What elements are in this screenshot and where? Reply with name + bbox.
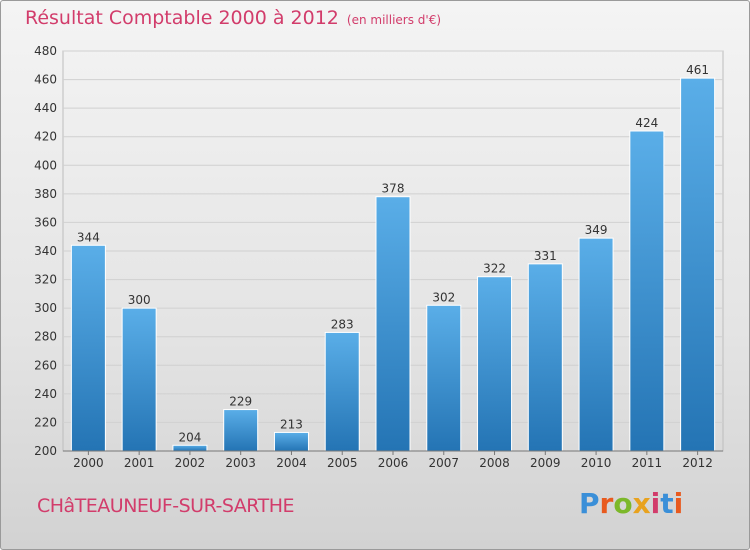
x-tick-label: 2002: [175, 456, 206, 470]
x-tick-label: 2001: [124, 456, 155, 470]
y-axis: 200 220 240 260 280 300 320 340 360 380 400 420 440 4…: [34, 44, 57, 458]
bar: [680, 77, 716, 452]
y-tick-label: 200: [34, 444, 57, 458]
bar: [375, 196, 411, 452]
y-tick-label: 280: [34, 330, 57, 344]
chart-title: Résultat Comptable 2000 à 2012 (en millie…: [25, 7, 441, 29]
bar-value-label: 461: [686, 63, 709, 77]
bar: [70, 244, 106, 452]
x-tick-label: 2009: [530, 456, 561, 470]
title-text: Résultat Comptable 2000 à 2012: [25, 7, 339, 29]
y-tick-label: 420: [34, 130, 57, 144]
y-tick-label: 360: [34, 215, 57, 229]
y-tick-label: 320: [34, 273, 57, 287]
bar: [121, 307, 157, 452]
logo-letter: x: [632, 487, 651, 520]
y-tick-label: 220: [34, 415, 57, 429]
logo-letter: i: [650, 487, 661, 520]
y-tick-label: 340: [34, 244, 57, 258]
bar-value-label: 302: [432, 290, 455, 304]
bar: [426, 304, 462, 452]
y-tick-label: 440: [34, 101, 57, 115]
bar: [324, 331, 360, 452]
bar-value-label: 349: [585, 223, 608, 237]
bar: [273, 431, 309, 452]
bar-value-label: 424: [635, 116, 658, 130]
bar: [629, 130, 665, 452]
logo-letter: r: [599, 487, 614, 520]
logo-letter: P: [579, 487, 600, 520]
bars: 344 300 204 229 213 283 378 302 322 331 349 424 461: [70, 63, 716, 452]
bar-value-label: 378: [382, 182, 405, 196]
x-tick-label: 2004: [276, 456, 307, 470]
y-tick-label: 300: [34, 301, 57, 315]
bar: [172, 444, 208, 452]
logo-letter: i: [673, 487, 684, 520]
bar-value-label: 283: [331, 317, 354, 331]
bar-value-label: 322: [483, 262, 506, 276]
bar-value-label: 229: [229, 395, 252, 409]
bar: [477, 276, 513, 452]
logo-letter: o: [613, 487, 633, 520]
y-tick-label: 460: [34, 73, 57, 87]
y-tick-label: 240: [34, 387, 57, 401]
bar-value-label: 204: [178, 430, 201, 444]
x-tick-label: 2006: [378, 456, 409, 470]
x-tick-label: 2005: [327, 456, 358, 470]
bar-value-label: 331: [534, 249, 557, 263]
y-tick-label: 380: [34, 187, 57, 201]
x-tick-label: 2012: [682, 456, 713, 470]
chart-subtitle: (en milliers d'€): [346, 13, 442, 27]
y-tick-label: 260: [34, 358, 57, 372]
y-tick-label: 480: [34, 44, 57, 58]
x-tick-label: 2008: [479, 456, 510, 470]
logo-letter: t: [660, 487, 674, 520]
x-tick-label: 2000: [73, 456, 104, 470]
commune-name: CHâTEAUNEUF-SUR-SARTHE: [37, 495, 295, 517]
x-tick-label: 2007: [428, 456, 459, 470]
y-tick-label: 400: [34, 158, 57, 172]
bar-value-label: 213: [280, 417, 303, 431]
proxiti-logo: Proxiti: [579, 487, 683, 520]
x-tick-label: 2011: [632, 456, 663, 470]
bar: [578, 237, 614, 452]
bar-value-label: 344: [77, 230, 100, 244]
bar: [223, 409, 259, 452]
bar: [527, 263, 563, 452]
x-tick-label: 2003: [225, 456, 256, 470]
bar-value-label: 300: [128, 293, 151, 307]
x-tick-label: 2010: [581, 456, 612, 470]
x-axis: 2000 2001 2002 2003 2004 2005 2006 2007 2008 2009…: [63, 450, 723, 470]
